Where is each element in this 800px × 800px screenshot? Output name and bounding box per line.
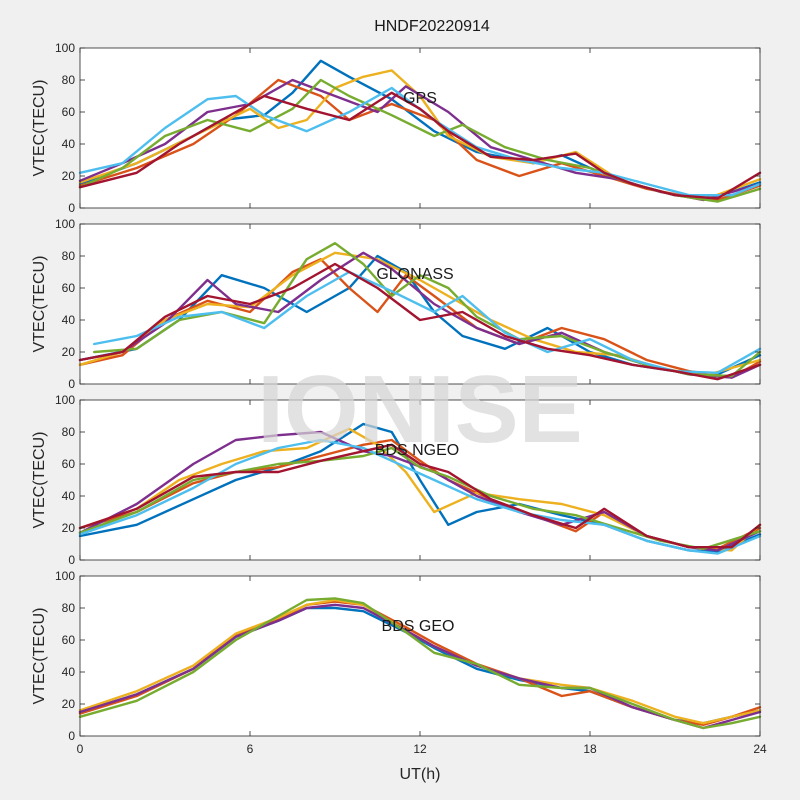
x-tick-label: 6 [247,742,254,756]
y-axis-label: VTEC(TECU) [31,256,48,353]
panels: 020406080100GPSVTEC(TECU)020406080100GLO… [31,41,767,756]
x-axis-label: UT(h) [400,766,441,783]
y-tick-label: 100 [55,217,75,231]
y-tick-label: 80 [62,601,76,615]
series-line-6 [93,270,762,374]
axes-background [80,576,760,736]
y-axis-label: VTEC(TECU) [31,80,48,177]
y-tick-label: 80 [62,249,76,263]
y-tick-label: 40 [62,665,76,679]
y-tick-label: 100 [55,569,75,583]
y-tick-label: 60 [62,457,76,471]
y-axis-label: VTEC(TECU) [31,608,48,705]
y-axis-label: VTEC(TECU) [31,432,48,529]
panel-4: 0 20 40 60 80 100 0 6 12 18 24 BDS GEO VTEC(TECU) [31,569,767,756]
panel-1: 0 20 40 60 80 100 GPS VTEC(TECU) [31,41,762,215]
y-tick-label: 20 [62,169,76,183]
y-tick-label: 80 [62,73,76,87]
x-tick-label: 18 [583,742,597,756]
series-line-7 [78,262,762,381]
panel-annotation: BDS GEO [382,618,455,635]
series-line-7 [78,91,762,200]
panel-3: 0 20 40 60 80 100 BDS NGEO VTEC(TECU) [31,393,762,567]
y-tick-label: 60 [62,105,76,119]
series-line-7 [78,443,762,549]
panel-2: 0 20 40 60 80 100 GLONASS VTEC(TECU) [31,217,762,391]
y-tick-label: 40 [62,137,76,151]
y-tick-label: 20 [62,521,76,535]
y-tick-label: 20 [62,345,76,359]
y-tick-label: 20 [62,697,76,711]
y-tick-label: 0 [68,553,75,567]
series-line-5 [78,597,762,730]
y-tick-label: 0 [68,729,75,743]
series-line-2 [78,258,762,379]
figure-title: HNDF20220914 [374,18,490,35]
y-tick-label: 60 [62,281,76,295]
y-tick-label: 100 [55,393,75,407]
watermark: IONISE [257,356,582,463]
x-tick-label: 0 [77,742,84,756]
panel-annotation: GPS [403,90,437,107]
y-tick-label: 80 [62,425,76,439]
panel-annotation: BDS NGEO [375,442,459,459]
panel-annotation: GLONASS [376,266,453,283]
y-tick-label: 0 [68,377,75,391]
x-tick-label: 12 [413,742,427,756]
series-line-6 [78,438,762,555]
x-tick-label: 24 [753,742,767,756]
y-tick-label: 100 [55,41,75,55]
y-tick-label: 40 [62,489,76,503]
y-tick-label: 0 [68,201,75,215]
y-tick-label: 40 [62,313,76,327]
y-tick-label: 60 [62,633,76,647]
